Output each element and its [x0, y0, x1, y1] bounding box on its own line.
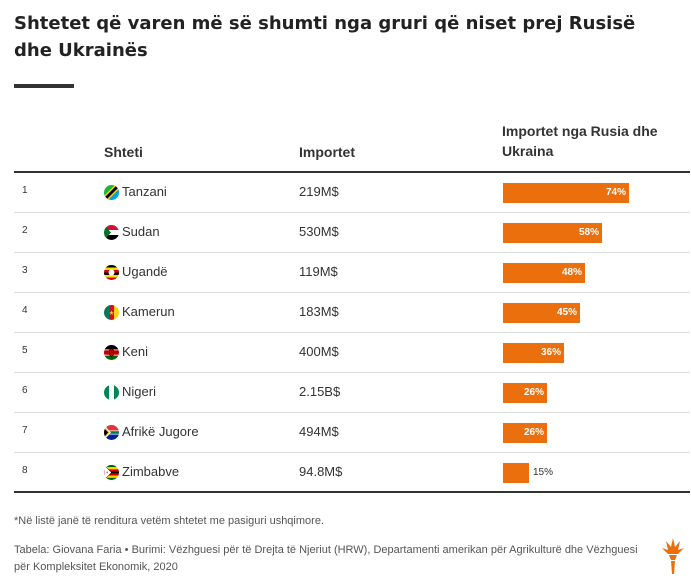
imports-cell: 400M$: [299, 344, 339, 359]
rank-cell: 5: [22, 345, 28, 356]
country-cell: Tanzani: [122, 184, 167, 199]
table-row: 2 Sudan 530M$ 58%: [14, 213, 690, 253]
column-header-imports: Importet: [299, 144, 355, 160]
table-row: 8 Zimbabve 94.8M$ 15%: [14, 453, 690, 493]
south-africa-flag-icon: [104, 425, 119, 440]
country-cell: Afrikë Jugore: [122, 424, 199, 439]
rank-cell: 7: [22, 425, 28, 436]
share-bar: 45%: [503, 303, 580, 323]
share-bar: 36%: [503, 343, 564, 363]
country-cell: Keni: [122, 344, 149, 359]
rferl-torch-logo-icon: [662, 538, 684, 574]
table-row: 1 Tanzani 219M$ 74%: [14, 173, 690, 213]
share-label: 48%: [561, 267, 582, 278]
table-row: 3 Ugandë 119M$ 48%: [14, 253, 690, 293]
share-label: 58%: [578, 227, 599, 238]
table-row: 5 Keni 400M$ 36%: [14, 333, 690, 373]
rank-cell: 6: [22, 385, 28, 396]
rank-cell: 4: [22, 305, 28, 316]
imports-cell: 494M$: [299, 424, 339, 439]
zimbabwe-flag-icon: [104, 465, 119, 480]
country-cell: Ugandë: [122, 264, 168, 279]
cameroon-flag-icon: [104, 305, 119, 320]
rank-cell: 3: [22, 265, 28, 276]
share-bar: 74%: [503, 183, 629, 203]
share-bar: [503, 463, 529, 483]
title-underline: [14, 84, 74, 88]
share-bar: 26%: [503, 423, 547, 443]
share-label: 26%: [523, 387, 544, 398]
share-bar: 58%: [503, 223, 602, 243]
imports-cell: 183M$: [299, 304, 339, 319]
imports-cell: 94.8M$: [299, 464, 343, 479]
table-row: 6 Nigeri 2.15B$ 26%: [14, 373, 690, 413]
rank-cell: 2: [22, 225, 28, 236]
table-row: 4 Kamerun 183M$ 45%: [14, 293, 690, 333]
share-label: 36%: [540, 347, 561, 358]
footnote: *Në listë janë të renditura vetëm shtete…: [14, 515, 324, 527]
share-label: 15%: [533, 467, 554, 478]
sudan-flag-icon: [104, 225, 119, 240]
column-header-country: Shteti: [104, 144, 143, 160]
country-cell: Kamerun: [122, 304, 175, 319]
table-row: 7 Afrikë Jugore 494M$ 26%: [14, 413, 690, 453]
share-label: 74%: [605, 187, 626, 198]
uganda-flag-icon: [104, 265, 119, 280]
imports-cell: 2.15B$: [299, 384, 341, 399]
chart-title: Shtetet që varen më së shumti nga gruri …: [14, 13, 636, 61]
share-label: 26%: [523, 427, 544, 438]
tanzania-flag-icon: [104, 185, 119, 200]
nigeria-flag-icon: [104, 385, 119, 400]
share-bar: 26%: [503, 383, 547, 403]
imports-cell: 219M$: [299, 184, 339, 199]
imports-cell: 119M$: [299, 264, 338, 279]
imports-cell: 530M$: [299, 224, 339, 239]
share-label: 45%: [556, 307, 577, 318]
rank-cell: 8: [22, 465, 28, 476]
column-header-share: Importet nga Rusia dhe Ukraina: [502, 123, 658, 159]
kenya-flag-icon: [104, 345, 119, 360]
source-credit: Tabela: Giovana Faria • Burimi: Vëzhgues…: [14, 544, 638, 573]
country-cell: Nigeri: [122, 384, 156, 399]
data-table: 1 Tanzani 219M$ 74% 2 Sudan 530M$ 58% 3 Ugandë 119…: [14, 171, 690, 493]
country-cell: Sudan: [122, 224, 160, 239]
rank-cell: 1: [22, 185, 28, 196]
share-bar: 48%: [503, 263, 585, 283]
country-cell: Zimbabve: [122, 464, 180, 479]
